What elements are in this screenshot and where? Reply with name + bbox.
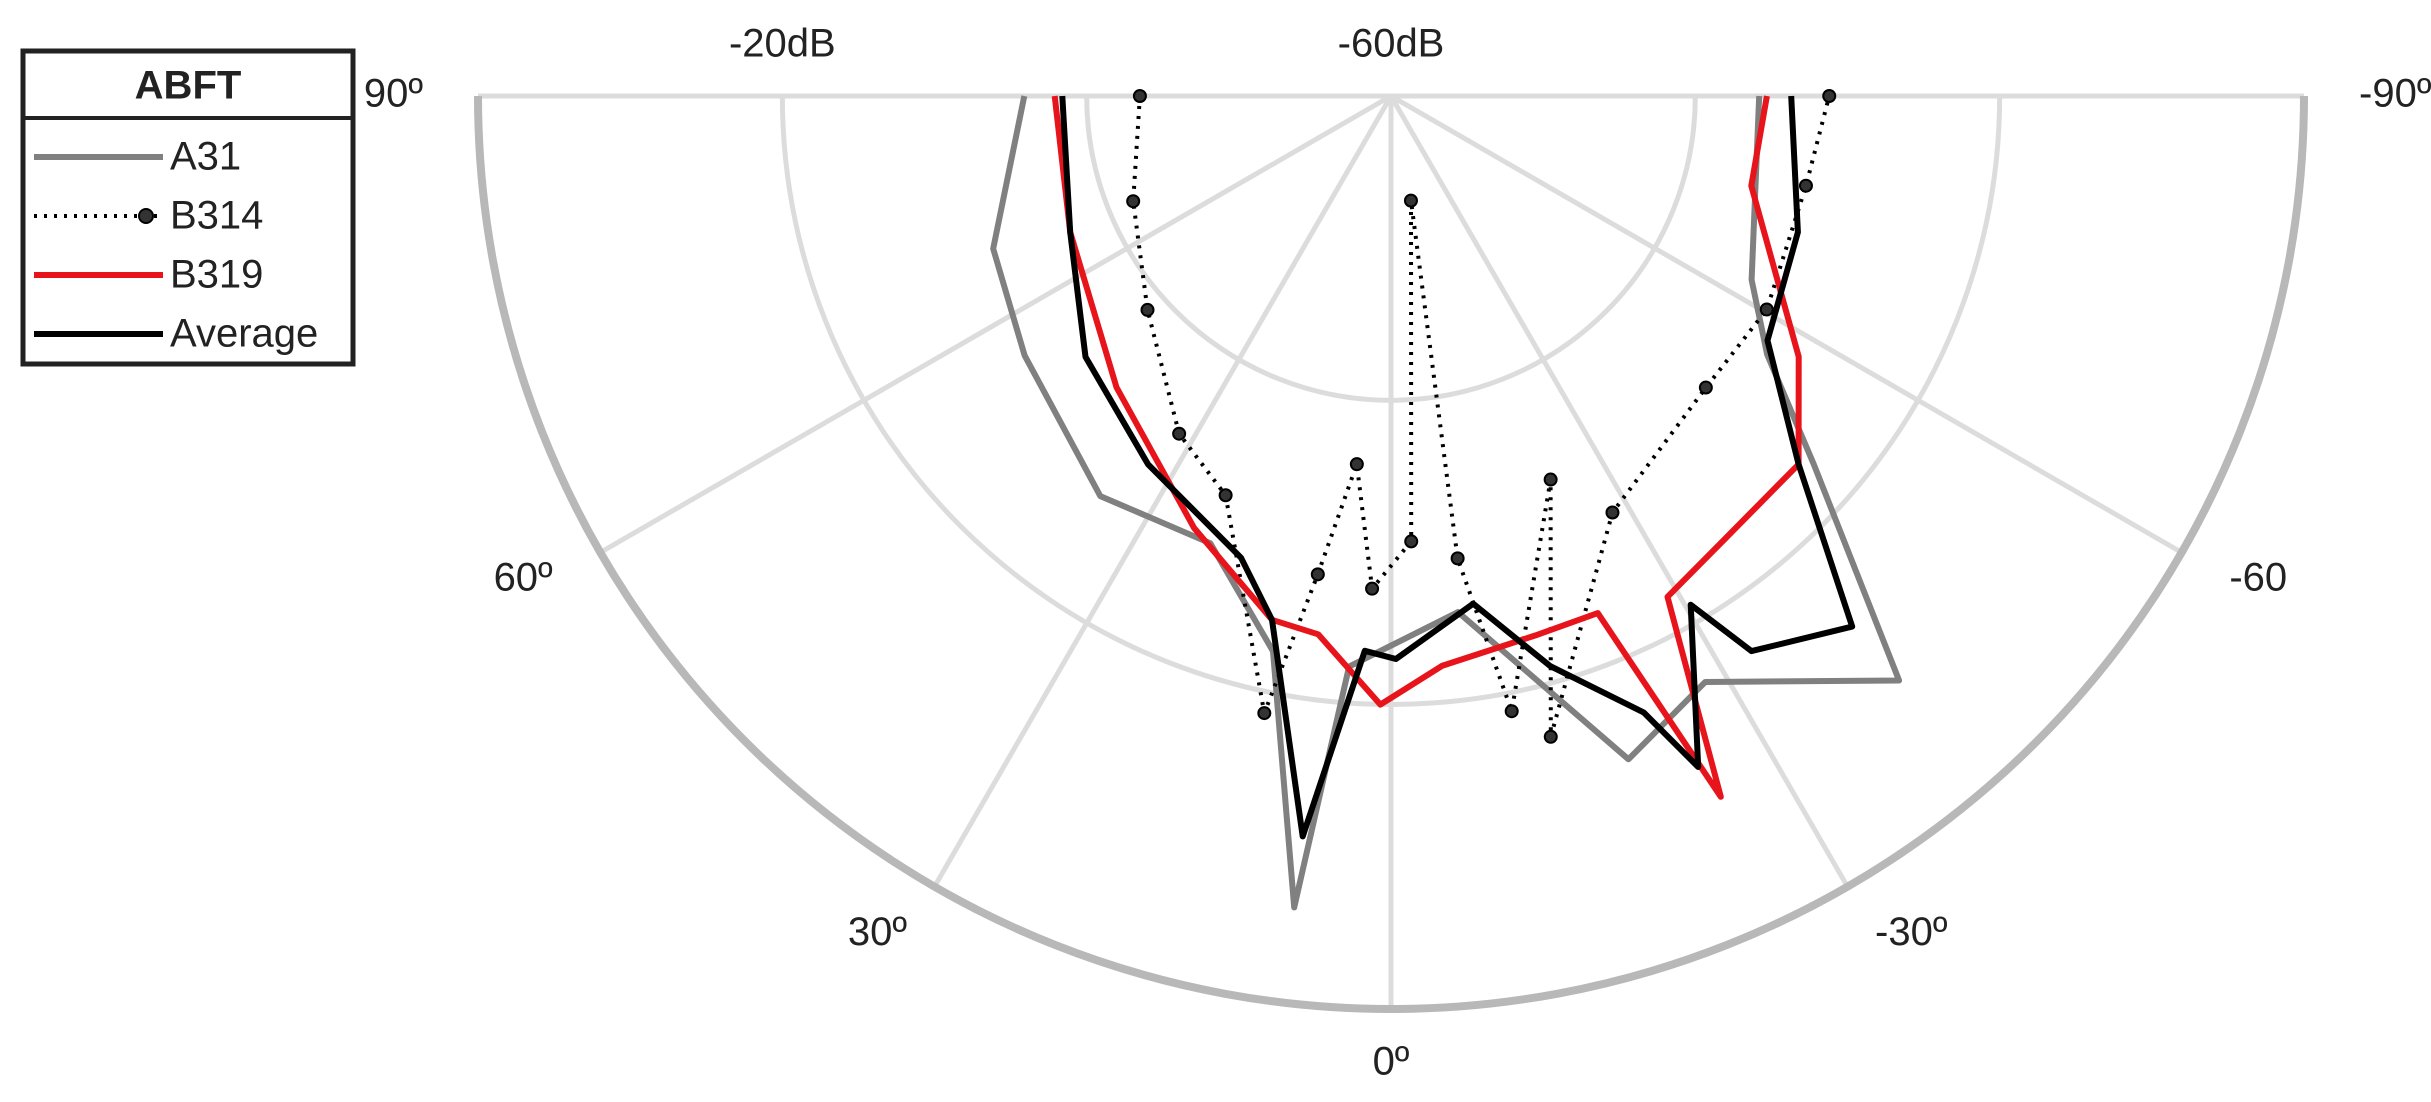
series-line <box>1051 95 1802 800</box>
series-marker <box>1218 488 1233 503</box>
legend-label: A31 <box>170 135 241 179</box>
series-marker <box>1798 178 1813 193</box>
legend-box <box>20 48 356 367</box>
theta-tick-label: -30º <box>1875 910 1948 954</box>
legend: ABFT A31 B314 B319 Average <box>20 48 356 367</box>
grid-spoke <box>932 94 1394 888</box>
r-tick-label: -60dB <box>1338 22 1445 66</box>
theta-tick-label: 30º <box>848 910 907 954</box>
series-marker <box>1822 89 1837 103</box>
series-marker <box>1310 567 1325 582</box>
series-marker <box>1140 302 1155 317</box>
theta-tick-label: -60 <box>2229 556 2287 600</box>
grid-ring <box>779 95 2003 708</box>
theta-tick-label: 0º <box>1373 1040 1410 1084</box>
series-marker <box>1403 193 1418 208</box>
r-tick-label: -20dB <box>729 22 836 66</box>
series-marker <box>1450 551 1465 566</box>
series-marker <box>1365 581 1380 596</box>
series-marker <box>1698 380 1713 395</box>
series-marker <box>1404 534 1419 549</box>
series-marker <box>1257 706 1272 721</box>
series-marker <box>1759 302 1774 317</box>
theta-tick-label: 60º <box>494 556 553 600</box>
series-marker <box>1126 194 1141 209</box>
grid-spoke <box>599 93 1393 555</box>
series-line <box>1059 95 1856 840</box>
series-marker <box>1132 89 1147 103</box>
series-marker <box>1543 472 1558 487</box>
series-marker <box>1349 457 1364 472</box>
series-line <box>1131 95 1832 739</box>
series-marker <box>1172 426 1187 441</box>
series-marker <box>1543 729 1558 744</box>
series-line <box>990 95 1903 911</box>
legend-marker <box>138 208 154 224</box>
grid-spoke <box>1388 94 1850 888</box>
theta-tick-label: 90º <box>364 72 423 116</box>
series-marker <box>1605 505 1620 520</box>
legend-title: ABFT <box>135 64 242 108</box>
theta-tick-label: -90º <box>2359 72 2431 116</box>
outer-ring <box>474 95 2308 1013</box>
plot-area <box>990 89 1903 911</box>
legend-label: B319 <box>170 253 263 297</box>
legend-label: Average <box>170 312 318 356</box>
grid-spoke <box>1389 93 2183 555</box>
series-marker <box>1504 704 1519 719</box>
polar-grid: 90º 60º 30º 0º -30º -60 -90º -60dB -20dB <box>364 22 2431 1084</box>
legend-label: B314 <box>170 194 263 238</box>
